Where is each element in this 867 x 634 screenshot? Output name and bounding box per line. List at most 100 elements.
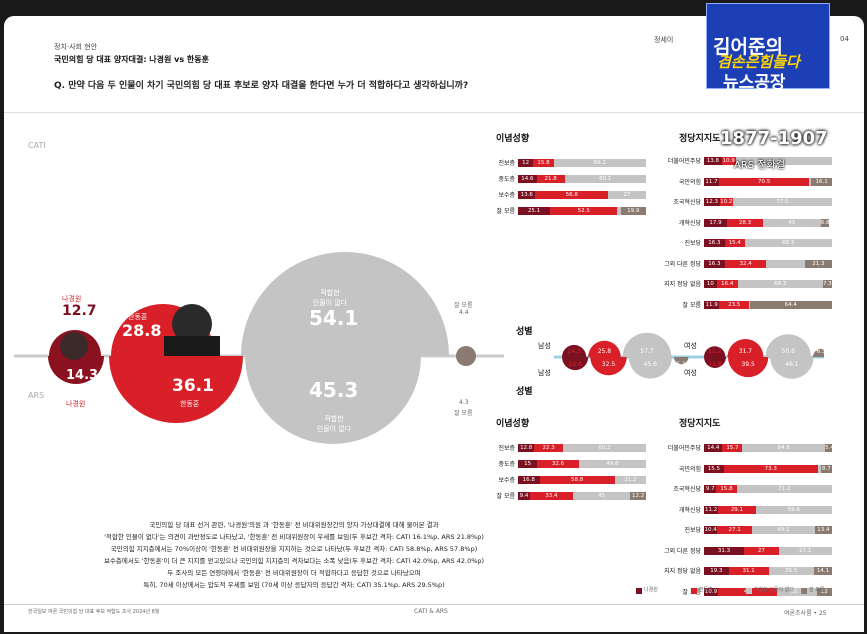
bar-category-label: 지지 정당 없음 — [664, 281, 701, 288]
bar-category-label: 보수층 — [498, 477, 515, 484]
stacked-bar: 31.3 27 27.1 — [704, 546, 832, 555]
gender-bubble — [562, 344, 587, 357]
bar-segment: 71.2 — [736, 485, 832, 493]
stacked-bar: 10.4 27.1 49.1 13.4 — [704, 526, 832, 534]
gender-bubble — [727, 357, 769, 378]
watermark-logo: 김어준의 겸손은힘들다 뉴스공장 — [706, 3, 830, 93]
gender-bubble — [562, 357, 589, 371]
bar-segment: 16.3 — [704, 239, 725, 247]
female-label-top: 여성 — [684, 342, 697, 350]
na-top-name: 나경원 — [62, 295, 82, 303]
ideology-cati-title: 이념성향 — [496, 134, 530, 144]
ars-han-bubble — [109, 356, 243, 423]
gender-bubble — [770, 357, 814, 379]
party-ars-title: 정당지지도 — [679, 419, 721, 429]
bar-segment: 19.9 — [620, 207, 646, 215]
logo-line3: 뉴스공장 — [723, 73, 786, 93]
note-line: '적합한 인물이 없다'는 의견이 과반정도로 나타났고, '한동훈' 전 비대… — [104, 533, 484, 541]
bar-segment: 52.5 — [550, 207, 618, 215]
gender-ars-title: 성별 — [516, 387, 533, 397]
bar-category-label: 진보당 — [684, 527, 701, 534]
bar-segment: 73.3 — [723, 464, 818, 473]
bar-segment: 60.2 — [562, 444, 646, 452]
party-cati-title: 정당지지도 — [679, 134, 721, 144]
ars-none-bubble — [245, 356, 421, 444]
legend-swatch — [746, 588, 752, 594]
stacked-bar: 16.3 15.4 68.3 — [704, 239, 832, 247]
cati-dk-bubble — [456, 346, 476, 356]
bar-category-label: 국민의힘 — [678, 178, 701, 186]
gender-value: 14.3 — [567, 348, 581, 355]
bar-segment: 12.8 — [518, 444, 535, 452]
stacked-bar: 15 32.6 49.6 — [518, 460, 646, 468]
overlay-number: 1877-1907 — [720, 128, 828, 149]
gender-value: 57.7 — [640, 348, 654, 355]
bar-segment: 8.7 — [820, 464, 832, 473]
bar-segment: 10.4 — [704, 526, 718, 534]
overlay-ars: ARS 전화걸 — [734, 160, 785, 171]
bar-segment: 10 — [704, 280, 717, 288]
bar-segment: 68.3 — [744, 239, 832, 247]
bar-segment: 33.4 — [530, 492, 573, 500]
bar-category-label: 진보층 — [498, 160, 515, 167]
bar-segment: 32.4 — [724, 259, 767, 268]
bar-segment: 11.9 — [704, 300, 720, 309]
stacked-bar: 10 16.4 66.3 7.3 — [704, 280, 832, 288]
bar-segment: 49.1 — [751, 526, 815, 534]
bar-segment: 21.2 — [614, 476, 646, 484]
gender-value: 11.2 — [708, 348, 722, 355]
bar-segment: 49.6 — [578, 460, 646, 468]
ars-dk-value: 4.3 — [459, 399, 469, 406]
bar-segment: 69.2 — [553, 159, 646, 167]
bar-category-label: 중도층 — [498, 176, 515, 183]
bar-category-label: 중도층 — [498, 461, 515, 468]
bar-segment: 28.3 — [726, 218, 764, 227]
bar-segment: 31.3 — [704, 546, 745, 555]
han-portrait-body — [164, 336, 220, 356]
bar-segment: 15 — [518, 460, 538, 468]
gender-bubble — [590, 357, 627, 376]
bar-segment: 13.6 — [518, 191, 536, 199]
bar-segment — [817, 464, 821, 473]
bar-segment: 16.8 — [518, 476, 540, 484]
bar-segment: 64.6 — [742, 444, 826, 452]
gender-bubble — [704, 357, 726, 368]
gender-bubble — [588, 340, 621, 357]
ars-dk-label: 잘 모름 — [454, 410, 473, 417]
cati-na-value: 12.7 — [62, 303, 97, 319]
footer-divider — [4, 604, 864, 605]
divider — [4, 112, 864, 113]
male-label-bottom: 남성 — [538, 369, 551, 377]
gender-value: 6.5 — [816, 348, 824, 355]
bar-segment: 12.2 — [630, 492, 646, 500]
logo-line2: 겸손은힘들다 — [717, 53, 800, 71]
bar-category-label: 국민의힘 — [678, 465, 701, 473]
ideology-ars-title: 이념성향 — [496, 419, 530, 429]
note-line: 두 조사의 모든 연령대에서 '한동훈' 전 비대위원장이 더 적합하다고 응답… — [167, 569, 421, 577]
bar-segment: 13.4 — [814, 526, 832, 534]
bar-segment: 45 — [763, 218, 821, 227]
bar-category-label: 잘 모름 — [496, 208, 515, 215]
bar-category-label: 진보층 — [498, 445, 515, 452]
bar-segment: 13.8 — [704, 157, 722, 165]
gender-value: 32.5 — [602, 361, 616, 368]
male-label-top: 남성 — [538, 342, 551, 350]
footer-left: 한국일보 여론 국민의힘 당 대표 후보 적합도 조사 2024년 8월 — [28, 609, 160, 615]
bar-segment: 15.7 — [722, 444, 743, 452]
note-line: 국민의힘 당 대표 선거 관련, '나경원'의원 과 '한동훈' 전 비대위원장… — [149, 521, 439, 529]
legend-swatch — [801, 588, 807, 594]
bar-category-label: 보수층 — [498, 192, 515, 199]
report-page: 정치·사회 현안 국민의힘 당 대표 양자대결: 나경원 vs 한동훈 Q. 만… — [4, 16, 864, 632]
legend-label: 한동훈 — [699, 587, 713, 593]
bar-category-label: 잘 모름 — [682, 301, 701, 309]
logo-line1: 김어준의 — [713, 36, 783, 58]
gender-cati-title: 성별 — [516, 327, 533, 337]
stacked-bar: 12 15.8 69.2 — [518, 159, 646, 167]
stacked-bar: 12.8 22.3 60.2 — [518, 444, 646, 452]
bar-segment: 11.7 — [704, 177, 719, 186]
han-bottom-name: 한동훈 — [180, 400, 200, 408]
bar-segment: 6.8 — [820, 218, 830, 227]
stacked-bar: 11.2 29.1 59.6 — [704, 505, 832, 514]
bar-segment: 10.9 — [721, 157, 736, 165]
bar-segment: 29.1 — [718, 505, 756, 514]
